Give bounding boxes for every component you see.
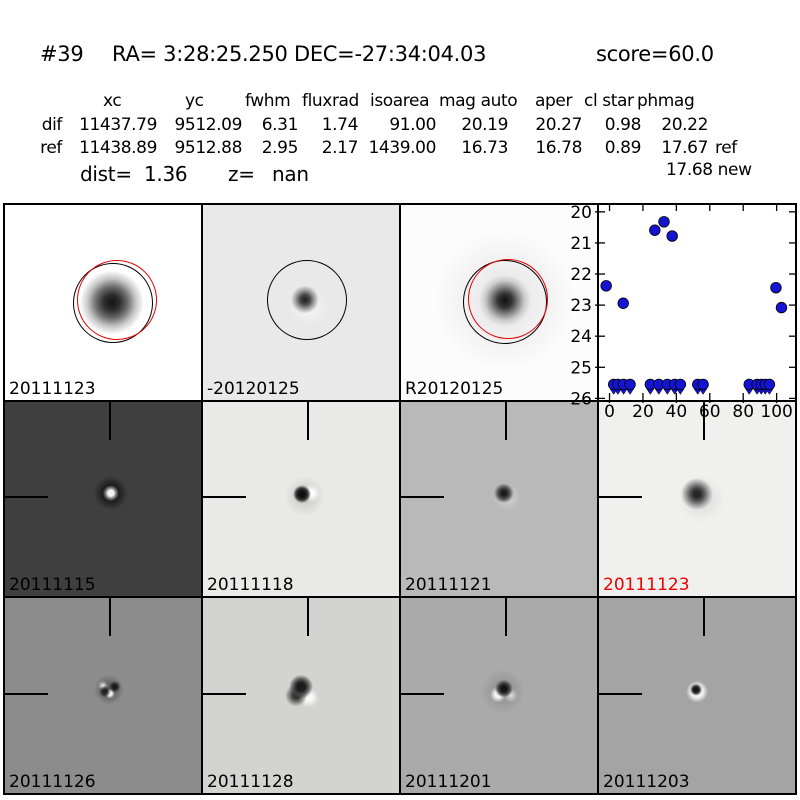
ref-suffix: ref xyxy=(715,138,737,158)
crosshair-top-tick xyxy=(307,401,310,440)
candidate-score: score=60.0 xyxy=(596,42,714,66)
crosshair-left-tick xyxy=(203,496,246,499)
col-header-cl-star: cl star xyxy=(584,91,634,111)
diff-stamp: 20111118 xyxy=(202,400,400,598)
stamp-minus-epoch: -20120125 xyxy=(202,204,400,401)
stamp-date-label: 20111128 xyxy=(207,772,294,792)
ref-fwhm: 2.95 xyxy=(261,138,299,158)
svg-text:22: 22 xyxy=(570,265,592,285)
aperture-circle-red xyxy=(467,258,548,339)
svg-text:0: 0 xyxy=(604,402,615,422)
diff-stamp: 20111201 xyxy=(400,597,598,794)
stamp-date-label: 20111201 xyxy=(405,772,492,792)
diff-stamp: 20111121 xyxy=(400,400,598,598)
phmag-new-value: 17.68 new xyxy=(666,160,752,180)
dif-isoarea: 91.00 xyxy=(389,115,436,135)
table-row-dif: dif 11437.79 9512.09 6.31 1.74 91.00 20.… xyxy=(0,115,715,135)
ref-cl-star: 0.89 xyxy=(604,138,642,158)
col-header-mag-auto: mag auto xyxy=(439,91,518,111)
stamp-date-label: 20111126 xyxy=(9,772,96,792)
stamp-date-label: 20111203 xyxy=(603,772,690,792)
dif-aper: 20.27 xyxy=(535,115,582,135)
z-label: z= xyxy=(228,162,255,186)
diff-stamp: 20111203 xyxy=(598,597,796,794)
aperture-circle-red xyxy=(76,259,157,340)
svg-text:60: 60 xyxy=(699,402,721,422)
svg-text:26: 26 xyxy=(570,389,592,409)
table-row-ref: ref 11438.89 9512.88 2.95 2.17 1439.00 1… xyxy=(0,138,737,158)
svg-text:24: 24 xyxy=(570,327,592,347)
crosshair-left-tick xyxy=(599,496,642,499)
dif-xc: 11437.79 xyxy=(79,115,157,135)
stamp-date-label: R20120125 xyxy=(405,378,504,399)
col-header-xc: xc xyxy=(103,91,122,111)
ref-aper: 16.78 xyxy=(535,138,582,158)
crosshair-left-tick xyxy=(599,692,642,695)
crosshair-left-tick xyxy=(203,692,246,695)
z-value: nan xyxy=(272,162,309,186)
crosshair-left-tick xyxy=(5,496,48,499)
col-header-yc: yc xyxy=(185,91,204,111)
stamp-new-epoch: 20111123 xyxy=(4,204,202,401)
crosshair-top-tick xyxy=(109,598,112,637)
svg-text:20: 20 xyxy=(570,203,592,223)
aperture-circle-black xyxy=(266,260,347,341)
crosshair-top-tick xyxy=(505,598,508,637)
ref-phmag: 17.67 xyxy=(661,138,708,158)
candidate-id: #39 xyxy=(40,42,84,66)
ref-yc: 9512.88 xyxy=(174,138,243,158)
crosshair-left-tick xyxy=(401,692,444,695)
crosshair-top-tick xyxy=(307,598,310,637)
crosshair-left-tick xyxy=(401,496,444,499)
diff-stamp: 20111126 xyxy=(4,597,202,794)
svg-text:20: 20 xyxy=(632,402,654,422)
row-label: ref xyxy=(40,138,62,158)
lightcurve-plot: 0 20 40 60 80 100 20 21 22 23 24 25 26 xyxy=(570,203,796,422)
ref-fluxrad: 2.17 xyxy=(321,138,359,158)
svg-text:100: 100 xyxy=(760,402,792,422)
dif-mag-auto: 20.19 xyxy=(461,115,508,135)
diff-stamp-current: 20111123 xyxy=(598,400,796,598)
dif-cl-star: 0.98 xyxy=(604,115,642,135)
svg-text:80: 80 xyxy=(732,402,754,422)
col-header-aper: aper xyxy=(535,91,573,111)
crosshair-top-tick xyxy=(703,598,706,637)
dif-yc: 9512.09 xyxy=(174,115,243,135)
svg-text:23: 23 xyxy=(570,296,592,316)
ref-xc: 11438.89 xyxy=(79,138,157,158)
crosshair-top-tick xyxy=(109,401,112,440)
svg-text:40: 40 xyxy=(666,402,688,422)
dist-label: dist= xyxy=(80,162,132,186)
stamp-date-label: -20120125 xyxy=(207,378,300,399)
lightcurve-svg: 0 20 40 60 80 100 20 21 22 23 24 25 26 xyxy=(570,203,795,422)
dif-fluxrad: 1.74 xyxy=(321,115,359,135)
crosshair-left-tick xyxy=(5,692,48,695)
crosshair-top-tick xyxy=(703,401,706,440)
svg-text:21: 21 xyxy=(570,234,592,254)
candidate-coordinates: RA= 3:28:25.250 DEC=-27:34:04.03 xyxy=(112,42,487,66)
stamp-ref-epoch: R20120125 xyxy=(400,204,598,401)
stamp-date-label: 20111121 xyxy=(405,575,492,596)
stamp-date-label: 20111115 xyxy=(9,575,96,596)
ref-isoarea: 1439.00 xyxy=(368,138,437,158)
col-header-fwhm: fwhm xyxy=(245,91,291,111)
diff-stamp: 20111128 xyxy=(202,597,400,794)
figure-title: #39 RA= 3:28:25.250 DEC=-27:34:04.03 sco… xyxy=(0,42,800,70)
dist-value: 1.36 xyxy=(144,162,188,186)
dif-phmag: 20.22 xyxy=(661,115,708,135)
col-header-phmag: phmag xyxy=(637,91,695,111)
stamp-grid: 20111123 -20120125 R20120125 0 20 40 60 80 10… xyxy=(3,203,797,795)
diff-stamp: 20111115 xyxy=(4,400,202,598)
stamp-date-label: 20111123 xyxy=(9,378,96,399)
stamp-date-label: 20111118 xyxy=(207,575,294,596)
ref-mag-auto: 16.73 xyxy=(461,138,508,158)
dif-fwhm: 6.31 xyxy=(261,115,299,135)
row-label: dif xyxy=(41,115,63,135)
col-header-fluxrad: fluxrad xyxy=(302,91,359,111)
svg-text:25: 25 xyxy=(570,358,592,378)
stamp-date-label: 20111123 xyxy=(603,575,690,596)
crosshair-top-tick xyxy=(505,401,508,440)
col-header-isoarea: isoarea xyxy=(370,91,430,111)
